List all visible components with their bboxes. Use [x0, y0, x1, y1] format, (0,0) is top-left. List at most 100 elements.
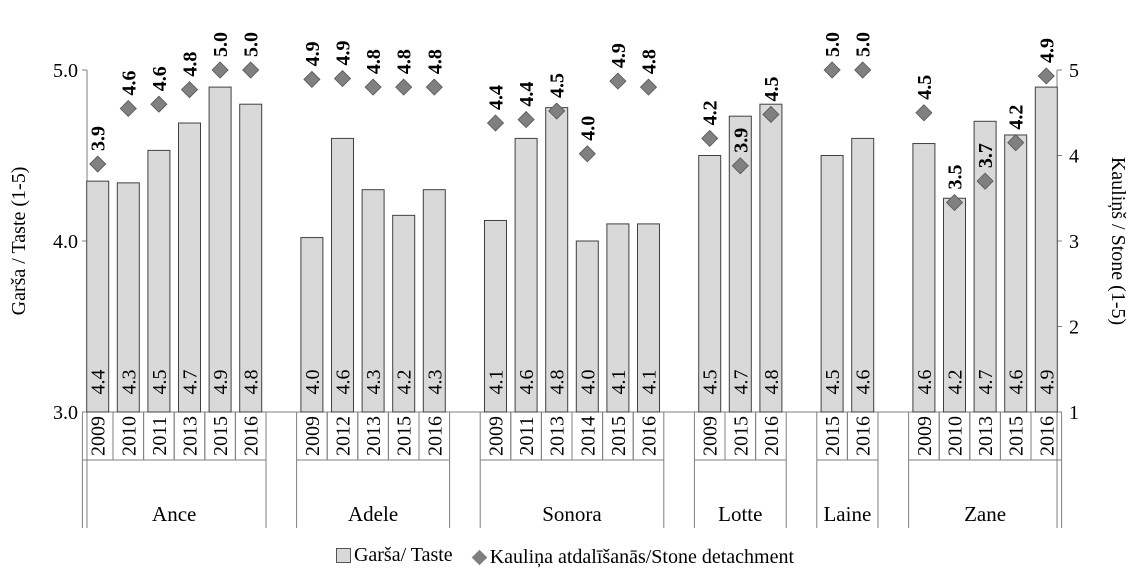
stone-value-label: 4.0: [577, 116, 599, 141]
legend-diamond-marker: [471, 549, 487, 566]
year-label: 2009: [302, 416, 324, 456]
taste-value-label: 4.5: [149, 370, 171, 395]
stone-value-label: 4.9: [608, 43, 630, 68]
taste-bar: [1034, 86, 1058, 413]
year-label: 2016: [639, 416, 661, 456]
legend-taste-label: Garša/ Taste: [353, 544, 453, 566]
stone-value-label: 4.9: [302, 41, 324, 66]
taste-bar: [422, 189, 446, 413]
taste-bar: [973, 120, 997, 413]
taste-value-label: 4.8: [547, 370, 569, 395]
year-label: 2015: [1006, 416, 1028, 456]
taste-bar: [728, 115, 752, 413]
taste-value-label: 4.3: [424, 370, 446, 395]
right-axis-label: Kauliņš / Stone (1-5): [1107, 157, 1129, 325]
stone-marker: [119, 99, 137, 118]
year-label: 2016: [424, 416, 446, 456]
group-label: Ance: [152, 502, 196, 526]
stone-marker: [609, 72, 627, 90]
stone-value-label: 5.0: [853, 32, 875, 57]
taste-bar: [116, 182, 140, 413]
taste-value-label: 4.7: [730, 370, 752, 395]
taste-bar: [300, 237, 324, 413]
group-label: Zane: [964, 502, 1006, 526]
taste-value-label: 4.5: [700, 370, 722, 395]
year-label: 2015: [822, 416, 844, 456]
taste-bar: [820, 155, 844, 413]
right-axis-tick-label: 4: [1069, 146, 1079, 168]
stone-value-label: 4.9: [333, 41, 355, 66]
left-axis-tick-label: 5.0: [53, 60, 78, 82]
stone-marker: [395, 78, 413, 96]
taste-bar: [514, 137, 538, 413]
year-label: 2010: [945, 416, 967, 456]
stone-value-label: 4.9: [1036, 38, 1058, 63]
taste-value-label: 4.7: [975, 370, 997, 395]
stone-marker: [150, 95, 168, 113]
stone-marker: [854, 61, 872, 79]
year-label: 2015: [730, 416, 752, 456]
stone-value-label: 4.5: [761, 76, 783, 101]
legend-stone-label: Kauliņa atdalīšanās/Stone detachment: [489, 546, 795, 568]
taste-value-label: 4.0: [302, 370, 324, 395]
stone-marker: [548, 102, 566, 120]
stone-value-label: 4.6: [118, 70, 140, 95]
left-axis-tick-label: 4.0: [53, 231, 78, 253]
taste-value-label: 4.6: [1006, 370, 1028, 395]
stone-value-label: 4.8: [639, 49, 661, 74]
taste-value-label: 4.0: [577, 370, 599, 395]
legend: Garša/ Taste Kauliņa atdalīšanās/Stone d…: [0, 544, 1130, 569]
taste-bar: [851, 137, 875, 413]
stone-marker: [976, 172, 994, 190]
stone-marker: [211, 61, 229, 79]
stone-marker: [89, 155, 107, 173]
taste-value-label: 4.2: [394, 370, 416, 395]
stone-marker: [701, 129, 719, 147]
legend-item-stone: Kauliņa atdalīšanās/Stone detachment: [470, 546, 794, 569]
year-label: 2009: [914, 416, 936, 456]
taste-bar: [239, 103, 263, 413]
taste-value-label: 4.3: [118, 370, 140, 395]
year-label: 2015: [394, 416, 416, 456]
stone-marker: [486, 114, 505, 132]
taste-value-label: 4.9: [1036, 370, 1058, 395]
taste-bar: [606, 223, 630, 413]
taste-value-label: 4.1: [608, 370, 630, 395]
taste-bar: [484, 219, 507, 413]
stone-value-label: 5.0: [210, 32, 232, 57]
stone-value-label: 3.9: [730, 128, 752, 153]
group-label: Sonora: [542, 502, 602, 526]
taste-value-label: 4.3: [363, 370, 385, 395]
taste-bar: [698, 155, 722, 413]
taste-bar: [545, 107, 569, 413]
taste-bar: [759, 103, 783, 413]
stone-value-label: 4.5: [914, 75, 936, 100]
stone-marker: [1007, 134, 1025, 152]
stone-marker: [364, 78, 382, 96]
year-label: 2013: [180, 416, 202, 456]
stone-marker: [762, 105, 780, 124]
stone-marker: [945, 193, 964, 212]
taste-bar: [208, 86, 232, 413]
taste-bar: [147, 149, 171, 413]
taste-bar: [637, 223, 660, 413]
left-axis-label: Garša / Taste (1-5): [8, 167, 30, 316]
taste-value-label: 4.6: [914, 370, 936, 395]
taste-bar: [331, 137, 354, 413]
stone-marker: [242, 61, 260, 79]
stone-value-label: 3.5: [945, 165, 967, 190]
stone-value-label: 4.8: [180, 52, 202, 77]
taste-value-label: 4.5: [822, 370, 844, 395]
stone-value-label: 4.4: [516, 82, 538, 107]
legend-item-taste: Garša/ Taste: [335, 544, 453, 567]
stone-value-label: 3.7: [975, 143, 997, 168]
year-label: 2016: [241, 416, 263, 456]
year-label: 2009: [486, 416, 508, 456]
stone-marker: [1037, 67, 1055, 85]
right-axis-tick-label: 1: [1069, 402, 1079, 424]
stone-value-label: 4.8: [424, 49, 446, 74]
year-label: 2013: [363, 416, 385, 456]
taste-value-label: 4.6: [853, 370, 875, 395]
stone-value-label: 4.4: [486, 85, 508, 110]
taste-bar: [86, 180, 110, 413]
